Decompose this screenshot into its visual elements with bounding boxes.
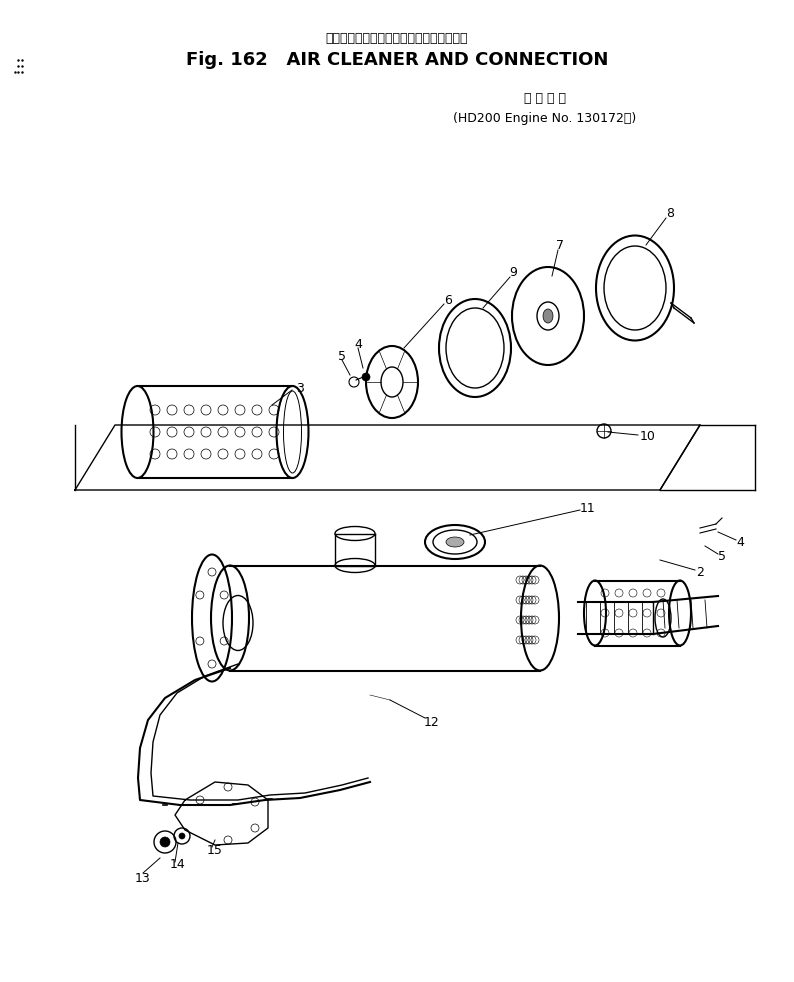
- Text: 3: 3: [296, 381, 304, 395]
- Text: (HD200 Engine No. 130172～): (HD200 Engine No. 130172～): [453, 112, 637, 125]
- Ellipse shape: [543, 309, 553, 323]
- Text: エアー　クリーナ　および　コネクション: エアー クリーナ および コネクション: [326, 31, 468, 44]
- Text: 4: 4: [354, 338, 362, 351]
- Text: 7: 7: [556, 239, 564, 251]
- Circle shape: [179, 833, 185, 839]
- Circle shape: [160, 837, 170, 847]
- Text: 9: 9: [509, 266, 517, 280]
- Text: 6: 6: [444, 294, 452, 306]
- Text: Fig. 162   AIR CLEANER AND CONNECTION: Fig. 162 AIR CLEANER AND CONNECTION: [186, 51, 608, 69]
- Text: 4: 4: [736, 535, 744, 549]
- Text: 15: 15: [207, 844, 223, 856]
- Text: 10: 10: [640, 430, 656, 444]
- Text: 適 用 号 機: 適 用 号 機: [524, 91, 566, 104]
- Text: 11: 11: [580, 502, 596, 515]
- Ellipse shape: [446, 537, 464, 547]
- Circle shape: [362, 373, 370, 381]
- Text: 14: 14: [170, 858, 186, 871]
- Text: 5: 5: [338, 350, 346, 362]
- Text: 13: 13: [135, 871, 151, 885]
- Text: 8: 8: [666, 206, 674, 220]
- Text: 12: 12: [424, 716, 440, 729]
- Text: 2: 2: [696, 566, 704, 578]
- Text: 5: 5: [718, 550, 726, 563]
